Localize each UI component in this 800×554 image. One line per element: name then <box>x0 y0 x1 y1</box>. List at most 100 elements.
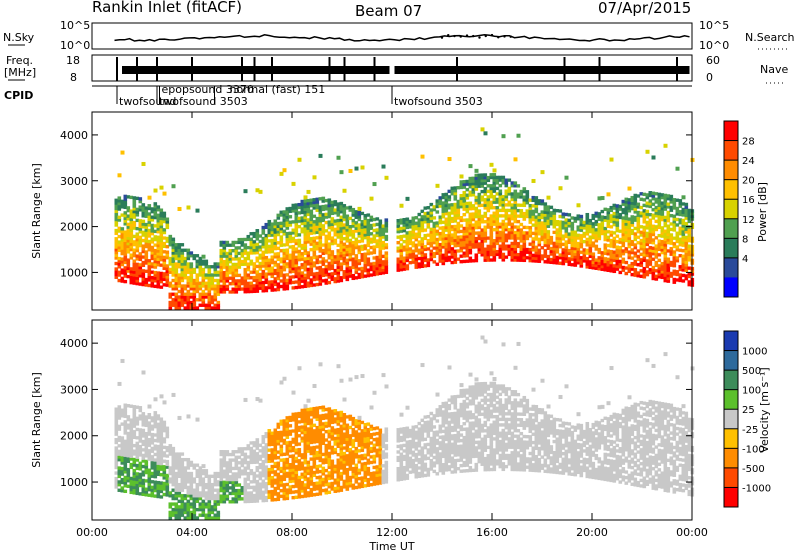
power-cell <box>330 206 335 210</box>
power-cell <box>450 252 455 256</box>
power-cell <box>546 195 551 200</box>
power-cell <box>435 229 440 233</box>
power-cell <box>234 251 239 256</box>
power-cell <box>204 295 209 299</box>
velocity-cell <box>114 457 119 461</box>
power-cell <box>561 253 566 258</box>
velocity-cell <box>150 457 155 462</box>
velocity-cell <box>171 510 176 515</box>
power-cell <box>285 281 290 285</box>
power-cell <box>153 265 158 269</box>
power-cell <box>117 229 122 233</box>
power-cell <box>477 184 482 188</box>
velocity-cell <box>255 454 260 459</box>
power-cell <box>567 251 572 256</box>
velocity-cell <box>159 456 164 460</box>
velocity-cell <box>117 449 122 454</box>
velocity-cell <box>141 412 146 416</box>
power-cell <box>327 231 332 235</box>
power-cell <box>132 198 137 203</box>
power-cell <box>579 256 584 260</box>
power-cell <box>534 248 539 252</box>
velocity-cell <box>213 494 218 498</box>
power-cell <box>315 282 320 287</box>
power-cell <box>252 242 257 247</box>
power-cell <box>612 231 617 235</box>
power-cell <box>432 224 437 228</box>
power-cell <box>234 271 239 275</box>
velocity-cell <box>162 400 167 405</box>
power-cell <box>360 233 365 238</box>
power-cell <box>459 224 464 228</box>
power-cell <box>246 284 251 288</box>
power-cell <box>219 243 224 247</box>
power-cell <box>594 261 599 265</box>
power-cell <box>123 260 128 265</box>
power-cell <box>303 210 308 214</box>
power-cell <box>150 278 155 283</box>
power-cell <box>321 270 326 275</box>
velocity-cell <box>135 427 140 432</box>
power-cell <box>126 206 131 210</box>
power-cell <box>318 213 323 217</box>
velocity-cell <box>123 411 128 416</box>
velocity-cell <box>252 474 257 478</box>
power-cell <box>114 237 119 241</box>
velocity-cell <box>153 447 158 451</box>
velocity-cell <box>123 447 128 452</box>
velocity-cell <box>174 455 179 459</box>
velocity-cell <box>141 484 146 488</box>
power-cell <box>489 236 494 240</box>
power-cell <box>261 231 266 235</box>
power-cell <box>576 247 581 251</box>
power-cell <box>360 247 365 251</box>
power-cell <box>447 250 452 254</box>
power-cell <box>168 256 173 261</box>
velocity-cell <box>228 491 233 496</box>
power-cell <box>273 219 278 223</box>
power-cell <box>555 222 560 227</box>
velocity-cell <box>270 442 275 447</box>
power-cell <box>186 300 191 305</box>
velocity-cell <box>219 472 224 476</box>
velocity-cell <box>258 465 263 470</box>
power-cell <box>513 192 518 196</box>
power-cell <box>222 240 227 245</box>
power-cell <box>363 268 368 273</box>
power-cell <box>147 204 152 208</box>
power-cell <box>351 257 356 261</box>
power-cell <box>444 233 449 238</box>
velocity-cell <box>222 452 227 457</box>
power-cell <box>306 267 311 272</box>
power-cell <box>513 250 518 254</box>
power-cell <box>276 216 281 220</box>
power-cell <box>468 234 473 238</box>
power-cell <box>363 224 368 229</box>
velocity-cell <box>264 432 269 436</box>
power-cell <box>627 239 632 243</box>
velocity-cell <box>180 474 185 479</box>
power-cell <box>117 196 122 200</box>
power-cell <box>552 225 557 229</box>
power-cell <box>192 267 197 272</box>
velocity-cell <box>129 449 134 453</box>
power-cell <box>618 204 623 209</box>
power-cell <box>477 236 482 241</box>
power-cell <box>159 211 164 215</box>
velocity-cell <box>210 491 215 495</box>
power-cell <box>534 256 539 260</box>
power-cell <box>606 230 611 234</box>
power-cell <box>471 215 476 219</box>
power-cell <box>600 218 605 222</box>
power-cell <box>318 282 323 286</box>
velocity-cell <box>123 422 128 427</box>
power-cell <box>399 267 404 272</box>
velocity-cell <box>204 516 209 520</box>
power-cell <box>483 255 488 260</box>
velocity-cell <box>129 479 134 483</box>
power-cell <box>327 250 332 255</box>
velocity-cell <box>129 418 134 422</box>
velocity-cell <box>189 505 194 509</box>
power-cell <box>465 223 470 228</box>
velocity-cell <box>144 423 149 428</box>
